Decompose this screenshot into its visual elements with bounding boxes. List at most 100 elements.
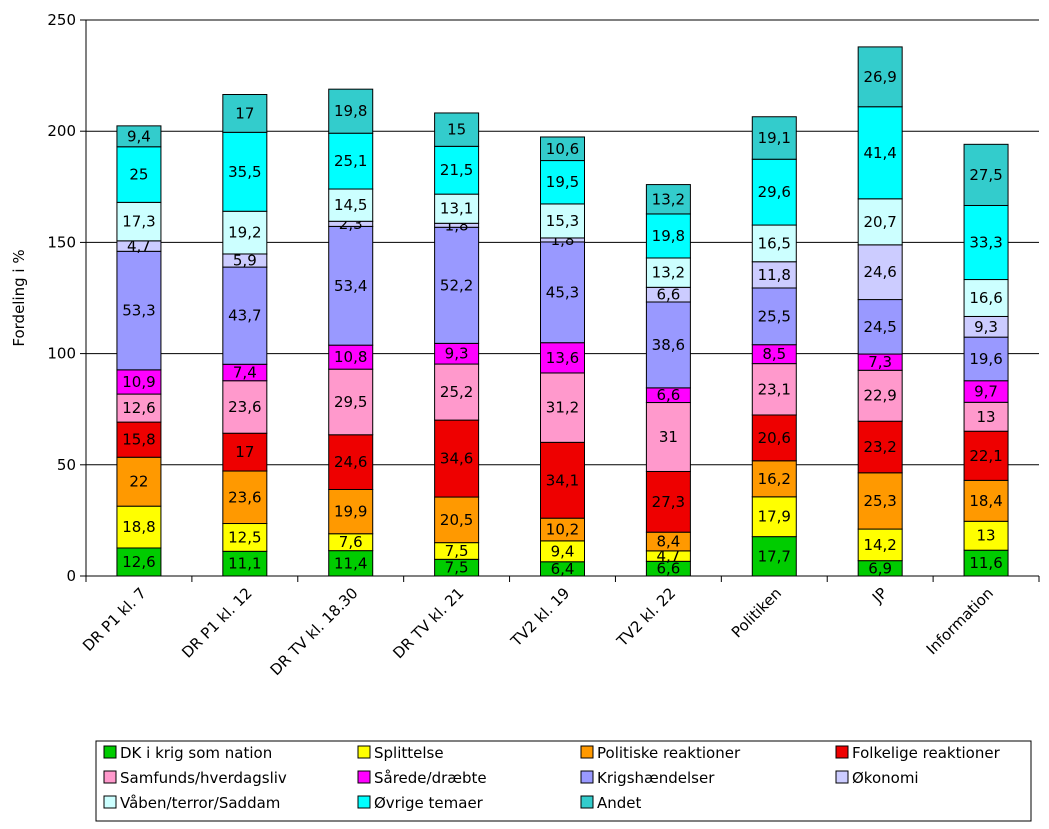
data-label: 15,3 [546, 212, 579, 230]
data-label: 9,4 [551, 542, 575, 560]
bar-segment [963, 143, 1009, 206]
data-label: 33,3 [969, 234, 1002, 252]
data-label: 12,6 [122, 399, 155, 417]
legend-label: Økonomi [852, 769, 919, 787]
data-label: 17,9 [758, 508, 791, 526]
data-label: 19,5 [546, 173, 579, 191]
legend-box [95, 740, 1032, 822]
data-label: 20,5 [440, 511, 473, 529]
bar-segment [751, 287, 797, 346]
x-tick-label: DR TV kl. 18.30 [267, 584, 362, 679]
y-tick-label: 50 [57, 456, 76, 474]
data-label: 6,6 [656, 286, 680, 304]
data-label: 16,2 [758, 470, 791, 488]
data-label: 31 [659, 428, 678, 446]
bar-segment [645, 257, 691, 288]
bar-segment [751, 116, 797, 160]
data-label: 7,4 [233, 364, 257, 382]
data-label: 13 [977, 527, 996, 545]
data-label: 9,7 [974, 383, 998, 401]
bar-segment [222, 432, 268, 472]
data-label: 15 [447, 121, 466, 139]
data-label: 18,4 [969, 492, 1002, 510]
legend-swatch [103, 795, 117, 809]
data-label: 22,1 [969, 447, 1002, 465]
legend-swatch [580, 770, 594, 784]
bar-segment [222, 131, 268, 212]
data-label: 41,4 [863, 144, 896, 162]
bar-segment [116, 505, 162, 549]
data-label: 25,3 [863, 492, 896, 510]
data-label: 12,6 [122, 553, 155, 571]
bar-segment [434, 193, 480, 224]
y-tick-label: 250 [47, 11, 76, 29]
data-label: 13,2 [652, 190, 685, 208]
legend-swatch [835, 770, 849, 784]
bar-segment [963, 279, 1009, 317]
data-label: 43,7 [228, 307, 261, 325]
data-label: 27,3 [652, 493, 685, 511]
data-label: 24,5 [863, 318, 896, 336]
bar-segment [222, 94, 268, 133]
data-label: 20,7 [863, 213, 896, 231]
data-label: 8,5 [762, 345, 786, 363]
data-label: 12,5 [228, 528, 261, 546]
bar-segment [540, 372, 585, 443]
bar-segment [645, 402, 691, 472]
bar-segment [963, 549, 1009, 577]
bar-segment [222, 470, 268, 525]
data-label: 29,6 [758, 183, 791, 201]
y-tick-labels: 0 50 100 150 200 250 [47, 11, 86, 585]
data-label: 45,3 [546, 283, 579, 301]
data-label: 25,2 [440, 383, 473, 401]
data-label: 13,6 [546, 349, 579, 367]
data-label: 13,1 [440, 200, 473, 218]
bar-segment [963, 479, 1009, 522]
x-tick-label: JP [868, 584, 891, 607]
bar-segment [963, 430, 1009, 481]
data-label: 19,8 [652, 227, 685, 245]
bar-segment [328, 225, 374, 346]
y-tick-label: 100 [47, 345, 76, 363]
data-label: 13 [977, 408, 996, 426]
data-label: 17,3 [122, 213, 155, 231]
data-label: 19,8 [334, 102, 367, 120]
legend-label: DK i krig som nation [120, 744, 272, 762]
legend-label: Folkelige reaktioner [852, 744, 1001, 762]
legend-label: Våben/terror/Saddam [120, 794, 280, 812]
data-label: 13,2 [652, 264, 685, 282]
bar-segment [540, 136, 585, 162]
bar-segment [328, 88, 374, 134]
data-label: 10,2 [546, 521, 579, 539]
data-label: 35,5 [228, 163, 261, 181]
data-label: 34,6 [440, 450, 473, 468]
bar-segment [434, 226, 480, 344]
data-label: 6,9 [868, 559, 892, 577]
legend-label: Politiske reaktioner [597, 744, 741, 762]
data-label: 7,5 [445, 559, 469, 577]
bar-segment [328, 368, 374, 436]
x-tick-label: TV2 kl. 22 [613, 584, 680, 651]
bar-segment [434, 112, 480, 147]
x-tick-label: TV2 kl. 19 [507, 584, 574, 651]
x-tick-label: DR P1 kl. 7 [79, 584, 150, 655]
bar-segment [857, 46, 903, 108]
data-label: 4,7 [656, 547, 680, 565]
bar-segment [751, 224, 797, 263]
data-label: 34,1 [546, 471, 579, 489]
data-label: 24,6 [863, 263, 896, 281]
data-label: 52,2 [440, 276, 473, 294]
bar-segment [328, 188, 374, 222]
bar-segment [751, 158, 797, 226]
data-label: 7,5 [445, 542, 469, 560]
bar-segment [222, 523, 268, 552]
bar-segment [857, 198, 903, 246]
legend-swatch [103, 745, 117, 759]
bar-segment [328, 550, 374, 577]
bar-segment [645, 470, 691, 533]
bar-segment [751, 460, 797, 498]
x-tick-labels: DR P1 kl. 7 DR P1 kl. 12 DR TV kl. 18.30 DR… [79, 584, 997, 679]
data-label: 19,9 [334, 503, 367, 521]
data-label: 19,1 [758, 129, 791, 147]
data-label: 17 [235, 104, 254, 122]
